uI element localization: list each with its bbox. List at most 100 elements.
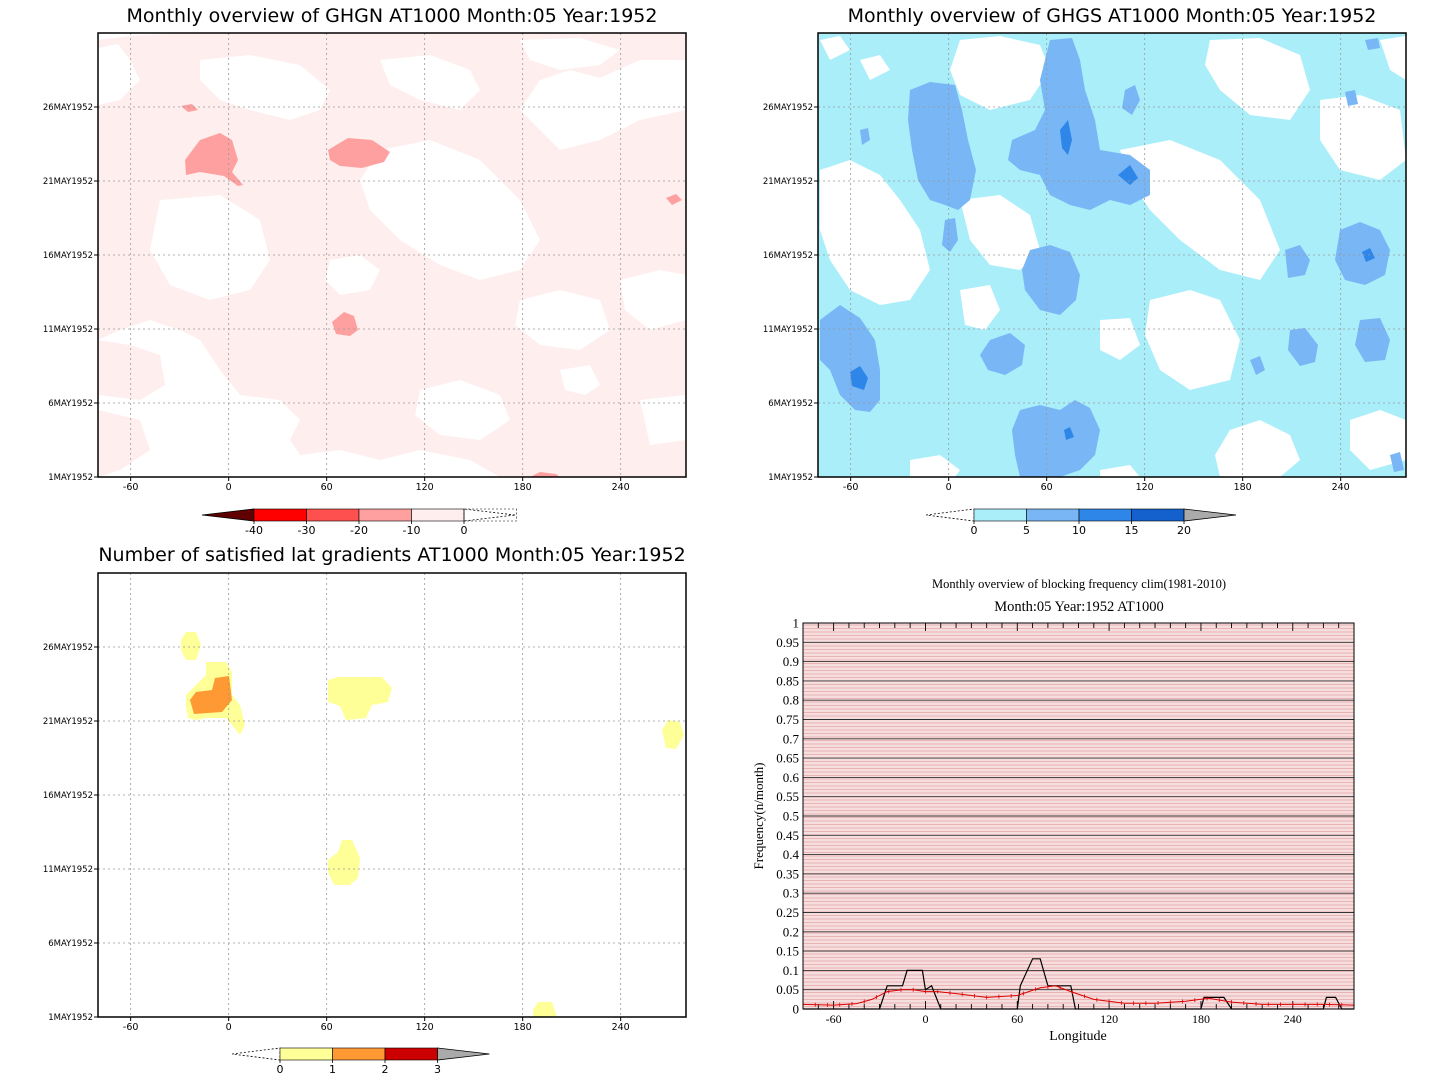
blocking-y-tick-label: 0.1 — [783, 963, 799, 978]
ghgs-x-tick-label: 60 — [1041, 482, 1053, 493]
ghgn-colorbar-label: -20 — [350, 524, 368, 537]
ghgn-y-tick-label: 6MAY1952 — [48, 399, 93, 409]
panel-blocking-frequency: Monthly overview of blocking frequency c… — [751, 577, 1355, 1044]
sat-y-tick-label: 1MAY1952 — [48, 1013, 93, 1023]
sat-colorbar-label: 0 — [277, 1063, 284, 1076]
blocking-y-tick-label: 0.3 — [783, 886, 799, 901]
ghgn-colorbar-label: 0 — [461, 524, 468, 537]
sat-fill-level-1 — [190, 676, 232, 714]
sat-plot-frame — [97, 572, 687, 1018]
ghgs-colorbar-high-cap — [1183, 508, 1237, 522]
ghgn-colorbar-segment — [253, 508, 307, 522]
ghgs-fill-level-1 — [820, 38, 1404, 477]
sat-colorbar-label: 1 — [329, 1063, 336, 1076]
sat-x-tick-label: 60 — [321, 1022, 333, 1033]
sat-y-tick-labels: 1MAY1952 6MAY1952 11MAY1952 16MAY1952 21MAY1… — [43, 643, 93, 1023]
ghgn-colorbar-low-cap — [201, 508, 255, 522]
ghgn-holes — [98, 38, 686, 470]
sat-y-tick-label: 21MAY1952 — [43, 717, 93, 727]
ghgn-x-tick-label: 180 — [514, 482, 532, 493]
sat-colorbar-label: 2 — [382, 1063, 389, 1076]
ghgs-y-tick-label: 21MAY1952 — [763, 177, 813, 187]
ghgs-colorbar-label: 20 — [1177, 524, 1191, 537]
blocking-y-tick-labels: 0 0.05 0.1 0.15 0.2 0.25 0.3 0.35 0.4 0.45 0.5 0.55… — [776, 616, 799, 1017]
panel-ghgn-title: Monthly overview of GHGN AT1000 Month:05… — [127, 5, 658, 27]
ghgs-x-tick-label: -60 — [843, 482, 859, 493]
sat-x-tick-label: 0 — [226, 1022, 232, 1033]
sat-x-tick-label: 180 — [514, 1022, 532, 1033]
sat-colorbar-segment — [384, 1047, 438, 1061]
blocking-y-tick-label: 0.4 — [783, 847, 800, 862]
blocking-y-tick-label: 0.9 — [783, 654, 799, 669]
ghgs-colorbar-label: 5 — [1023, 524, 1030, 537]
blocking-y-tick-label: 0.2 — [783, 924, 799, 939]
ghgn-x-tick-label: 0 — [226, 482, 232, 493]
blocking-x-tick-labels: -60 0 60 120 180 240 — [826, 1012, 1302, 1026]
blocking-x-tick-label: 240 — [1284, 1012, 1302, 1026]
ghgs-y-tick-label: 1MAY1952 — [768, 473, 813, 483]
blocking-y-tick-label: 0.85 — [776, 673, 799, 688]
blocking-y-tick-label: 0.35 — [776, 866, 799, 881]
panel-sat-title: Number of satisfied lat gradients AT1000… — [98, 544, 685, 566]
blocking-y-tick-label: 1 — [793, 616, 800, 631]
ghgs-y-tick-label: 6MAY1952 — [768, 399, 813, 409]
ghgn-colorbar-segment — [411, 508, 465, 522]
ghgs-x-tick-labels: -60 0 60 120 180 240 — [843, 482, 1350, 493]
blocking-x-axis-label: Longitude — [1049, 1029, 1107, 1044]
blocking-x-tick-label: 180 — [1192, 1012, 1210, 1026]
blocking-x-tick-label: -60 — [826, 1012, 842, 1026]
ghgs-colorbar-segment — [1078, 508, 1132, 522]
ghgn-colorbar-high-cap — [463, 508, 516, 522]
ghgn-colorbar-label: -30 — [298, 524, 316, 537]
ghgn-y-tick-label: 1MAY1952 — [48, 473, 93, 483]
ghgn-y-tick-labels: 1MAY1952 6MAY1952 11MAY1952 16MAY1952 21MAY1… — [43, 103, 93, 483]
sat-y-tick-label: 6MAY1952 — [48, 939, 93, 949]
blocking-y-tick-label: 0.6 — [783, 770, 800, 785]
ghgn-fill-level-1 — [181, 104, 682, 477]
sat-y-tick-label: 11MAY1952 — [43, 865, 93, 875]
ghgs-colorbar-segment — [973, 508, 1027, 522]
ghgn-x-tick-labels: -60 0 60 120 180 240 — [123, 482, 630, 493]
ghgs-colorbar-segment — [1131, 508, 1185, 522]
blocking-y-tick-label: 0 — [793, 1002, 800, 1017]
ghgn-y-tick-label: 16MAY1952 — [43, 251, 93, 261]
blocking-y-tick-label: 0.95 — [776, 635, 799, 650]
blocking-y-tick-label: 0.7 — [783, 731, 800, 746]
ghgs-plot-frame — [817, 32, 1407, 478]
blocking-x-tick-label: 0 — [922, 1012, 928, 1026]
ghgn-colorbar-segment — [358, 508, 412, 522]
sat-colorbar: 0 1 2 3 — [231, 1047, 490, 1076]
ghgn-colorbar-segment — [306, 508, 360, 522]
sat-grid — [94, 573, 686, 1021]
ghgs-y-tick-label: 16MAY1952 — [763, 251, 813, 261]
blocking-title: Monthly overview of blocking frequency c… — [932, 577, 1226, 591]
ghgn-colorbar-label: -40 — [245, 524, 263, 537]
panel-sat-gradients: Number of satisfied lat gradients AT1000… — [43, 544, 687, 1076]
ghgs-grid — [814, 33, 1406, 481]
blocking-plot-frame — [802, 622, 1355, 1010]
blocking-y-tick-label: 0.45 — [776, 828, 799, 843]
ghgn-colorbar-segment — [463, 508, 517, 522]
ghgn-y-tick-label: 21MAY1952 — [43, 177, 93, 187]
sat-colorbar-segment — [332, 1047, 386, 1061]
ghgs-x-tick-label: 120 — [1136, 482, 1154, 493]
ghgn-x-tick-label: -60 — [123, 482, 139, 493]
ghgn-y-tick-label: 26MAY1952 — [43, 103, 93, 113]
ghgs-colorbar-label: 10 — [1072, 524, 1086, 537]
blocking-y-tick-label: 0.05 — [776, 982, 799, 997]
ghgn-fill-level-0 — [98, 33, 686, 477]
ghgn-x-tick-label: 240 — [612, 482, 630, 493]
sat-colorbar-high-cap — [437, 1047, 490, 1061]
ghgn-y-tick-label: 11MAY1952 — [43, 325, 93, 335]
panel-ghgs: Monthly overview of GHGS AT1000 Month:05… — [763, 5, 1407, 537]
ghgs-colorbar: 0 5 10 15 20 — [925, 508, 1237, 537]
sat-x-tick-label: 120 — [416, 1022, 434, 1033]
panel-ghgs-title: Monthly overview of GHGS AT1000 Month:05… — [848, 5, 1377, 27]
sat-y-tick-label: 26MAY1952 — [43, 643, 93, 653]
ghgs-colorbar-low-cap — [925, 508, 975, 522]
blocking-y-tick-label: 0.75 — [776, 712, 799, 727]
blocking-y-tick-label: 0.15 — [776, 944, 799, 959]
ghgs-colorbar-label: 0 — [971, 524, 978, 537]
sat-y-tick-label: 16MAY1952 — [43, 791, 93, 801]
